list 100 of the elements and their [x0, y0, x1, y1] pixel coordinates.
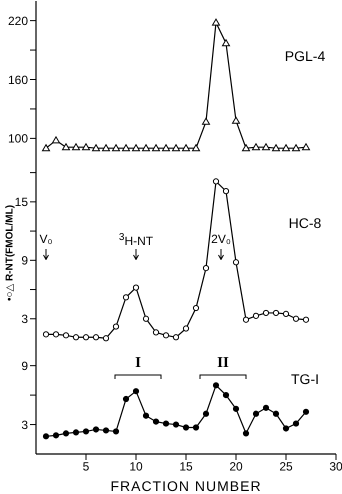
point [252, 143, 260, 150]
x-tick-label: 20 [229, 460, 243, 474]
point [222, 39, 230, 46]
y-tick-label: 160 [8, 72, 28, 87]
point [222, 392, 230, 398]
point [142, 316, 150, 322]
point [282, 144, 290, 152]
point [152, 144, 160, 152]
point [302, 408, 310, 415]
point [82, 334, 90, 340]
x-tick-label: 5 [82, 460, 90, 474]
point [62, 332, 70, 338]
y-tick-label: 9 [21, 358, 28, 373]
point [252, 410, 260, 417]
point [292, 144, 300, 152]
point [232, 259, 240, 266]
point [92, 334, 100, 340]
point [72, 143, 80, 150]
point [82, 428, 90, 435]
point [112, 428, 120, 435]
annotation: $^{3}$H-NT [118, 232, 154, 248]
point [112, 323, 120, 330]
x-tick-label: 25 [279, 460, 293, 474]
point [172, 334, 180, 340]
point [62, 430, 70, 436]
point [162, 420, 170, 427]
point [162, 144, 170, 152]
point [52, 331, 60, 338]
annotation: I [134, 354, 142, 372]
point [82, 143, 90, 150]
point [152, 329, 160, 336]
point [92, 426, 100, 433]
point [182, 424, 190, 431]
annotation: II [216, 354, 230, 372]
point [242, 144, 250, 152]
point [292, 420, 300, 427]
point [142, 412, 150, 419]
annotation: TG-I [290, 371, 320, 388]
point [212, 18, 220, 26]
point [92, 144, 100, 152]
point [212, 178, 220, 184]
point [262, 310, 270, 316]
point [222, 188, 230, 194]
point [102, 427, 110, 434]
y-tick-label: 3 [21, 418, 28, 432]
point [122, 294, 130, 300]
point [262, 143, 270, 150]
point [72, 334, 80, 340]
y-axis-title: •○△ R-NT(FMOL/ML) [4, 204, 16, 302]
point [232, 406, 240, 412]
point [62, 143, 70, 150]
point [132, 144, 140, 152]
point [112, 144, 120, 152]
point [192, 144, 200, 152]
point [142, 144, 150, 152]
point [192, 304, 200, 312]
point [252, 312, 260, 319]
point [172, 421, 180, 428]
point [122, 144, 130, 152]
point [102, 144, 110, 152]
y-tick-label: 220 [8, 14, 28, 28]
x-tick-label: 10 [129, 460, 143, 474]
x-tick-label: 30 [329, 460, 342, 474]
point [232, 116, 240, 124]
point [132, 284, 140, 291]
point [72, 429, 80, 436]
point [172, 144, 180, 152]
point [282, 425, 290, 432]
point [292, 316, 300, 322]
point [122, 396, 130, 402]
point [102, 335, 110, 342]
point [262, 404, 270, 411]
point [132, 388, 140, 394]
point [212, 382, 220, 388]
y-tick-label: 100 [8, 132, 28, 146]
point [52, 432, 60, 438]
y-tick-label: 15 [14, 195, 28, 210]
point [272, 410, 280, 417]
point [152, 418, 160, 425]
point [202, 265, 210, 272]
point [42, 144, 50, 152]
x-axis-title: FRACTION NUMBER [109, 478, 263, 494]
x-tick-label: 15 [179, 460, 193, 474]
point [42, 331, 50, 338]
point [182, 144, 190, 152]
point [52, 136, 60, 144]
annotation: PGL-4 [284, 48, 326, 64]
point [272, 310, 280, 316]
y-tick-label: 9 [21, 254, 28, 268]
point [182, 325, 190, 332]
point [302, 143, 310, 150]
point [242, 430, 250, 436]
annotation: V₀ [38, 232, 54, 246]
annotation: 2V₀ [210, 232, 232, 246]
annotation: HC-8 [288, 215, 322, 231]
point [302, 316, 310, 323]
point [242, 316, 250, 323]
point [192, 424, 200, 431]
y-tick-label: 3 [21, 312, 28, 326]
point [202, 118, 210, 125]
